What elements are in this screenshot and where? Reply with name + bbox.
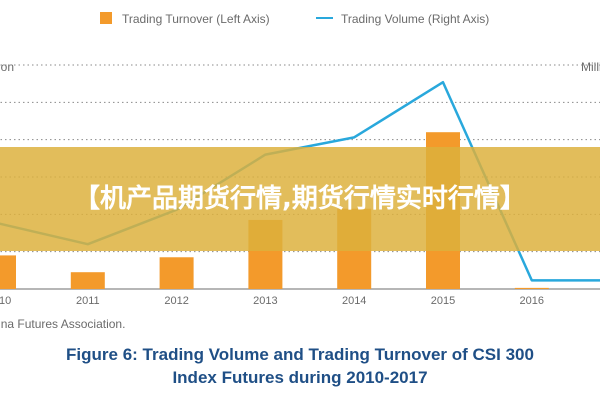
source-note: Source: China Futures Association. (0, 317, 125, 331)
bar-2010 (0, 255, 16, 289)
x-tick-2016: 2016 (520, 295, 544, 307)
bar-2016 (514, 287, 549, 289)
x-tick-2015: 2015 (431, 295, 455, 307)
figure-caption: Figure 6: Trading Volume and Trading Tur… (0, 343, 600, 389)
promo-banner: 【机产品期货行情,期货行情实时行情】 (0, 147, 600, 251)
y-right-unit-label: Million (581, 60, 600, 74)
x-tick-2013: 2013 (253, 295, 277, 307)
x-tick-2012: 2012 (164, 295, 188, 307)
x-tick-labels: 20102011201220132014201520162017 (0, 295, 544, 307)
bar-2011 (70, 272, 105, 289)
caption-line-2: Index Futures during 2010-2017 (172, 368, 428, 387)
caption-line-1: Figure 6: Trading Volume and Trading Tur… (66, 345, 534, 364)
x-tick-2011: 2011 (76, 295, 100, 307)
banner-title: 【机产品期货行情,期货行情实时行情】 (74, 184, 526, 214)
x-tick-2010: 2010 (0, 295, 11, 307)
legend-label-turnover: Trading Turnover (Left Axis) (122, 12, 270, 26)
bar-2012 (159, 257, 194, 289)
y-left-unit-label: Billion (0, 60, 14, 74)
legend-swatch-turnover (100, 12, 112, 24)
chart-legend: Trading Turnover (Left Axis) Trading Vol… (100, 12, 489, 26)
x-tick-2014: 2014 (342, 295, 366, 307)
legend-label-volume: Trading Volume (Right Axis) (341, 12, 489, 26)
